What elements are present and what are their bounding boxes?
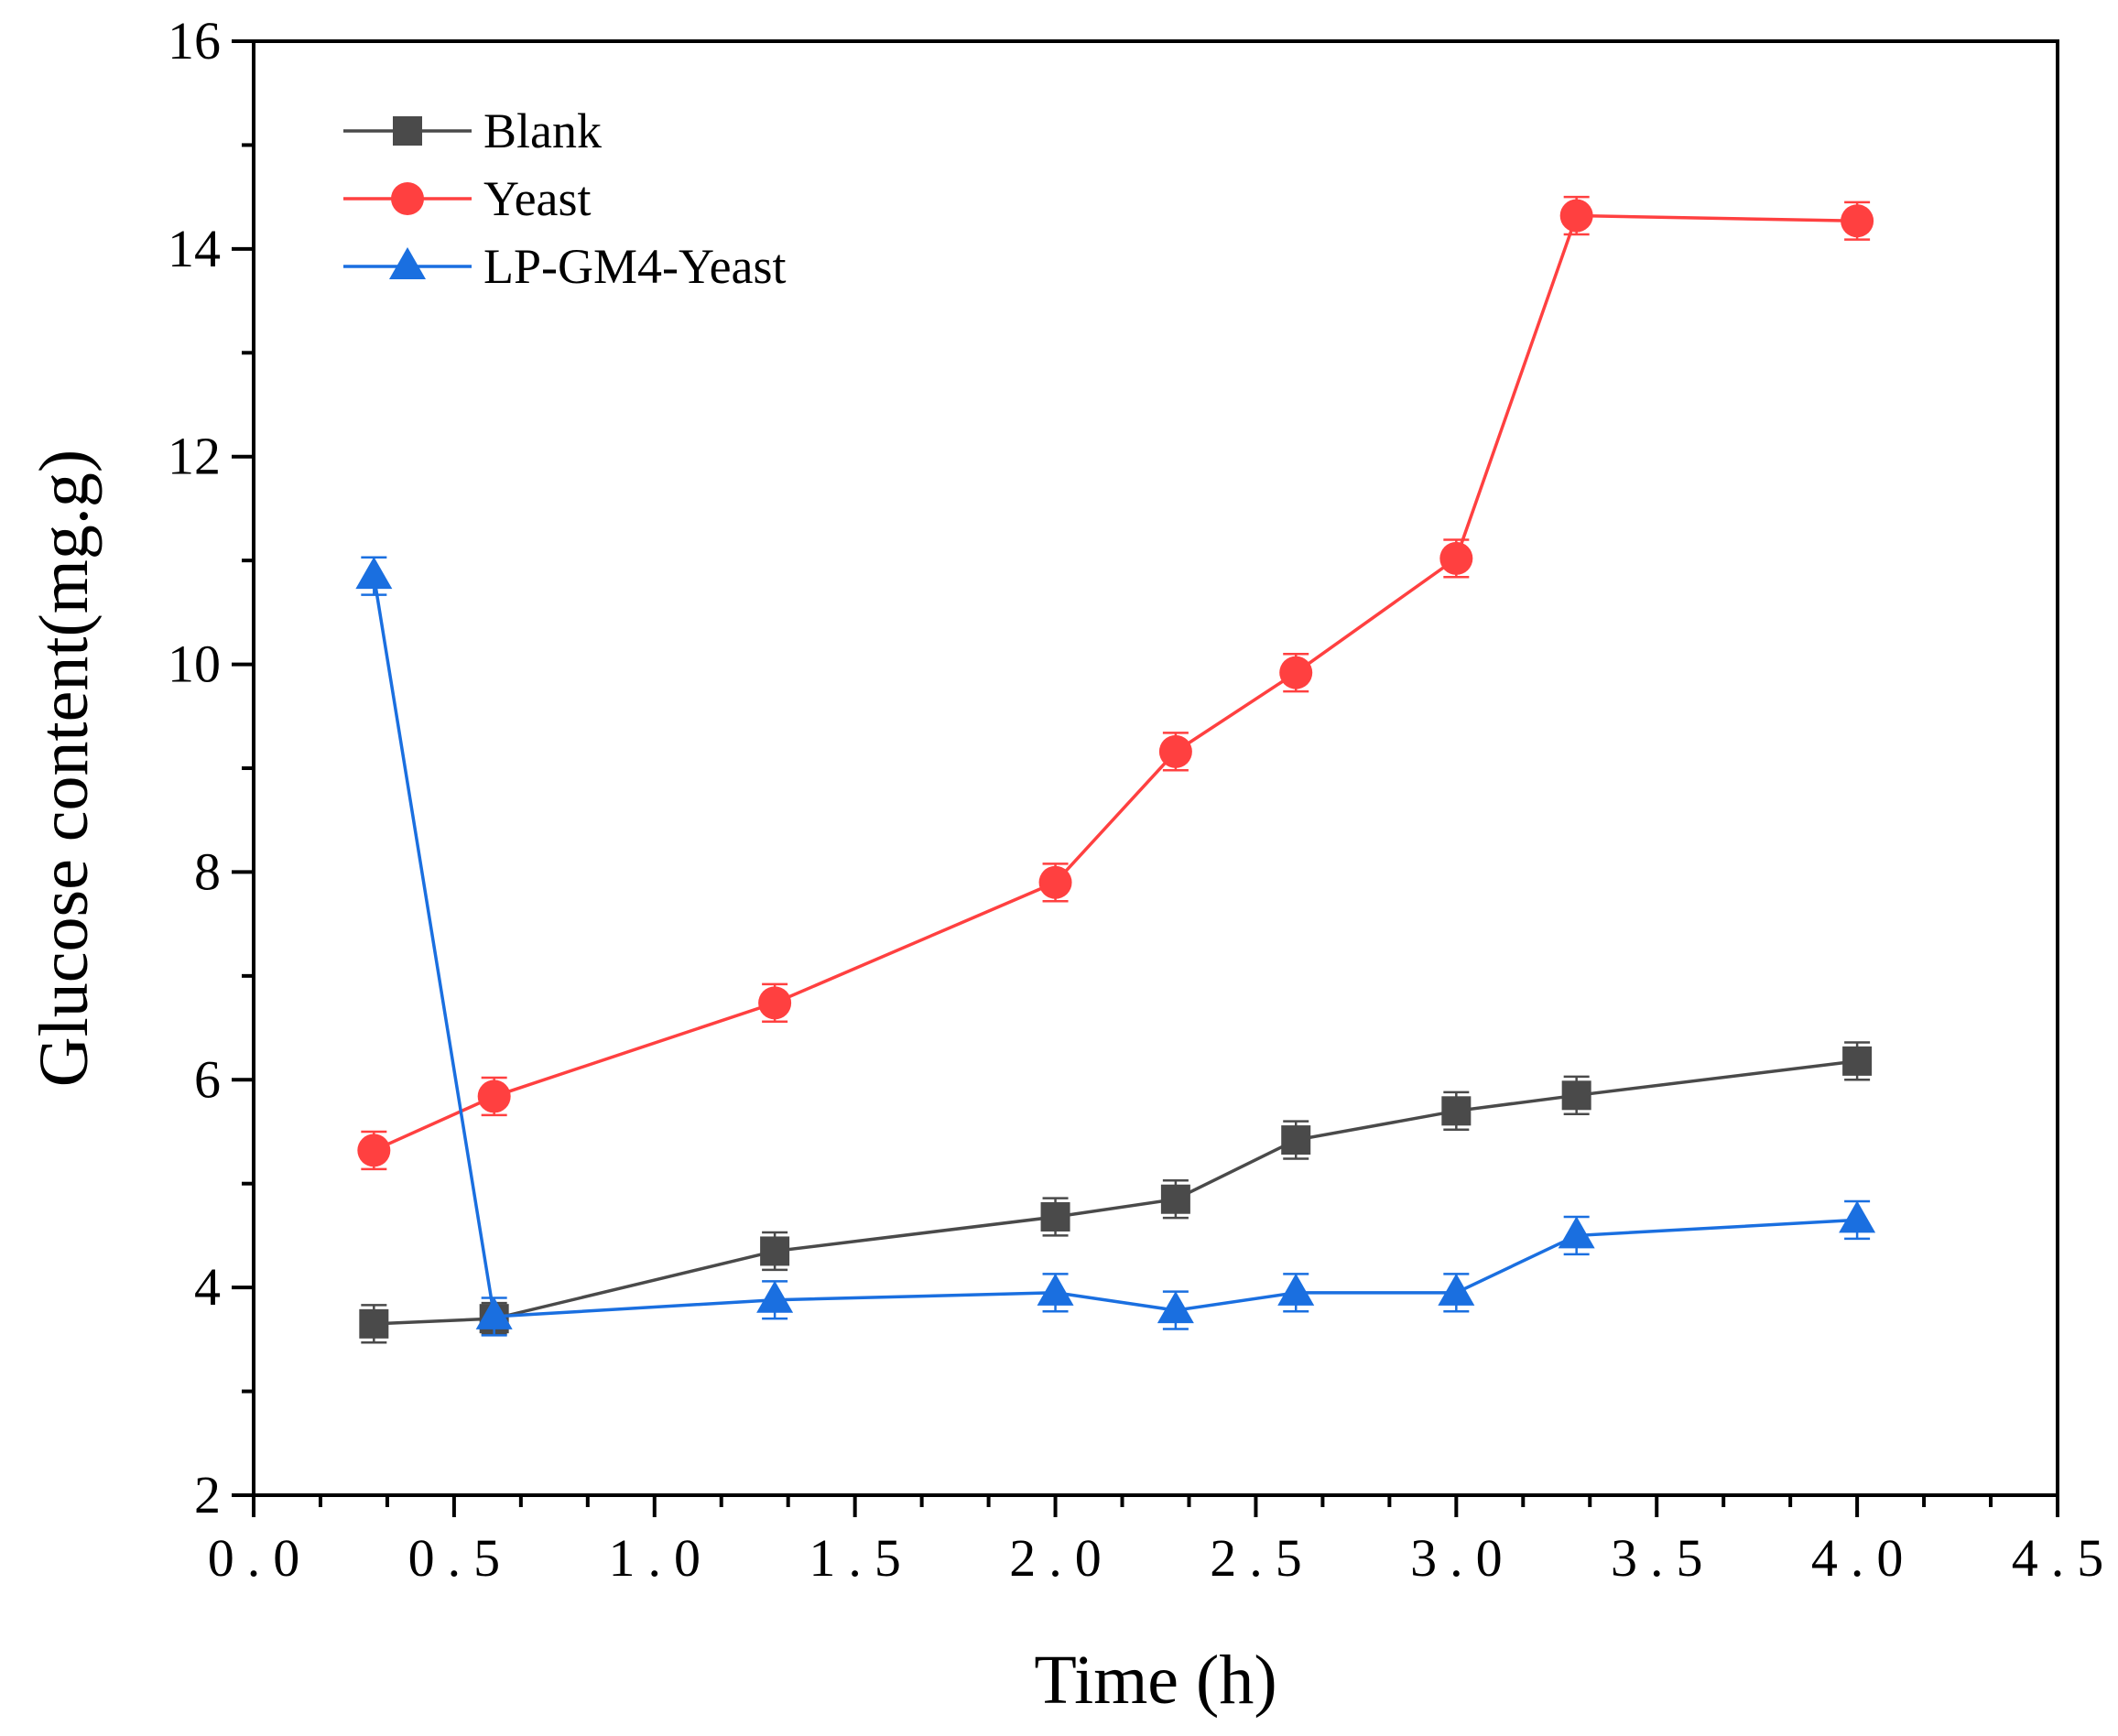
- series-blank: [359, 1041, 1873, 1344]
- legend-marker: [393, 116, 422, 146]
- x-axis: 0.0 0.5 1.0 1.5 2.0 2.5 3.0 3.5 4.0 4.5: [208, 1495, 2117, 1588]
- data-point: [477, 1080, 511, 1113]
- data-point: [1277, 1273, 1315, 1306]
- x-tick-label: 0.0: [208, 1528, 313, 1588]
- legend-item: LP-GM4-Yeast: [343, 239, 787, 294]
- x-tick-label: 1.0: [609, 1528, 714, 1588]
- x-tick-label: 0.5: [408, 1528, 514, 1588]
- x-tick-label: 4.0: [1811, 1528, 1917, 1588]
- x-tick-label: 1.5: [809, 1528, 914, 1588]
- x-axis-title: Time (h): [1034, 1642, 1276, 1719]
- data-point: [1037, 1273, 1074, 1306]
- data-point: [1441, 1096, 1472, 1126]
- legend-item: Blank: [343, 103, 602, 158]
- data-point: [758, 986, 792, 1020]
- y-axis-title: Glucose content(mg.g): [26, 450, 103, 1087]
- data-point: [760, 1236, 790, 1266]
- data-point: [1158, 734, 1192, 768]
- y-tick-label: 12: [168, 427, 221, 486]
- series-yeast: [357, 195, 1874, 1171]
- legend-label: LP-GM4-Yeast: [483, 239, 787, 294]
- series-lp-gm4-yeast: [355, 556, 1876, 1337]
- legend: Blank Yeast LP-GM4-Yeast: [343, 103, 787, 294]
- data-point: [355, 557, 393, 590]
- y-tick-label: 14: [168, 219, 221, 278]
- data-point: [756, 1280, 794, 1313]
- data-point: [1157, 1291, 1194, 1324]
- legend-label: Blank: [483, 103, 602, 158]
- x-tick-label: 3.0: [1410, 1528, 1515, 1588]
- x-tick-label: 2.5: [1210, 1528, 1315, 1588]
- legend-item: Yeast: [343, 171, 592, 226]
- x-tick-label: 2.0: [1009, 1528, 1114, 1588]
- x-tick-label: 3.5: [1611, 1528, 1716, 1588]
- data-point: [1279, 656, 1313, 689]
- legend-marker: [391, 182, 424, 215]
- y-tick-label: 2: [194, 1465, 221, 1524]
- y-tick-label: 8: [194, 841, 221, 901]
- data-point: [475, 1297, 513, 1329]
- data-point: [1439, 541, 1473, 575]
- data-point: [1281, 1125, 1311, 1156]
- data-point: [357, 1134, 391, 1167]
- series-line: [372, 575, 1858, 1318]
- series-layer: [355, 195, 1876, 1344]
- series-line: [373, 213, 1858, 1153]
- data-point: [1561, 1080, 1591, 1111]
- x-tick-label: 4.5: [2012, 1528, 2117, 1588]
- data-point: [1841, 204, 1874, 238]
- data-point: [1438, 1273, 1475, 1306]
- data-point: [1038, 865, 1072, 899]
- y-tick-label: 10: [168, 635, 221, 694]
- legend-label: Yeast: [483, 171, 592, 226]
- data-point: [359, 1308, 389, 1339]
- y-tick-label: 6: [194, 1049, 221, 1109]
- data-point: [1559, 199, 1593, 233]
- data-point: [1839, 1200, 1876, 1233]
- y-tick-label: 4: [194, 1257, 221, 1317]
- data-point: [1842, 1046, 1873, 1076]
- data-point: [1160, 1184, 1190, 1214]
- data-point: [1558, 1216, 1595, 1249]
- data-point: [1040, 1202, 1070, 1232]
- legend-marker: [389, 247, 426, 279]
- y-axis: 2 4 6 8 10 12 14 16: [168, 11, 254, 1524]
- y-tick-label: 16: [168, 11, 221, 71]
- series-line: [374, 1059, 1858, 1326]
